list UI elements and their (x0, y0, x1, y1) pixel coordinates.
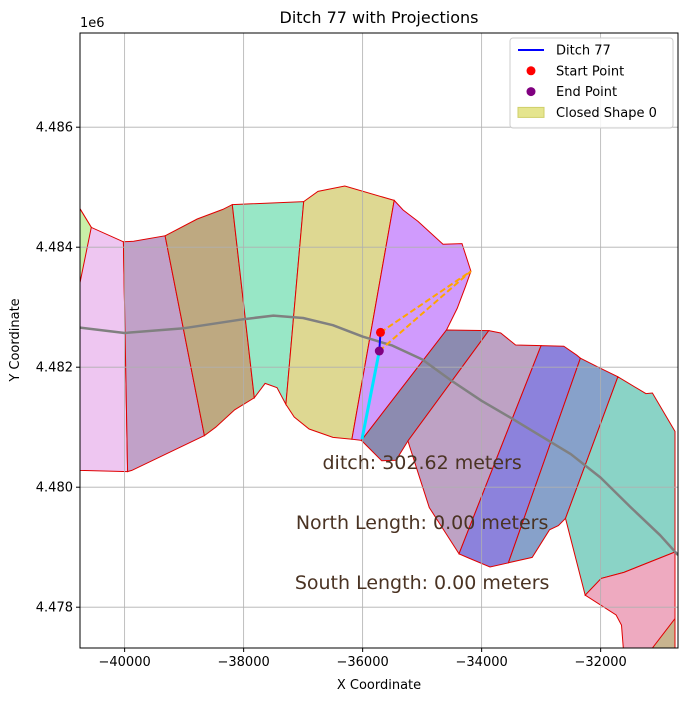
y-tick-label-2: 4.482 (36, 361, 73, 376)
closed-shape-12 (651, 617, 676, 648)
projection-orange-1 (378, 270, 472, 352)
annotation-1: North Length: 0.00 meters (296, 512, 549, 534)
centerline (80, 314, 678, 556)
legend-label-0: Ditch 77 (556, 44, 611, 59)
y-tick-label-1: 4.480 (36, 481, 73, 496)
x-tick-label-4: −32000 (575, 655, 627, 670)
projection-cyan (360, 350, 381, 440)
ticks-layer: −40000 −38000 −36000 −34000 −32000 4.478 4.480… (36, 121, 627, 670)
y-axis-label: Y Coordinate (8, 298, 23, 382)
legend: Ditch 77 Start Point End Point Closed Shape… (509, 37, 674, 129)
x-tick-label-1: −38000 (218, 655, 270, 670)
grid-layer (80, 33, 678, 648)
lines-layer (80, 270, 678, 556)
plot-frame (79, 32, 679, 649)
legend-swatch-3 (517, 106, 545, 118)
legend-label-3: Closed Shape 0 (556, 106, 657, 121)
annotation-0: ditch: 302.62 meters (322, 452, 521, 474)
y-tick-label-3: 4.484 (36, 241, 73, 256)
legend-box (509, 37, 674, 129)
closed-shape-5 (351, 199, 472, 441)
legend-swatch-1 (526, 66, 536, 76)
x-tick-label-3: −34000 (456, 655, 508, 670)
x-tick-label-0: −40000 (99, 655, 151, 670)
projection-orange-0 (379, 270, 472, 334)
end-point (374, 346, 384, 356)
closed-shape-9 (507, 357, 619, 564)
closed-shape-7 (407, 330, 542, 555)
y-tick-label-0: 4.478 (36, 601, 73, 616)
legend-label-2: End Point (556, 85, 617, 100)
closed-shape-11 (584, 551, 676, 648)
shapes-layer (80, 185, 676, 648)
y-offset-label: 1e6 (80, 16, 105, 31)
closed-shape-corner (80, 207, 92, 283)
legend-swatch-2 (526, 87, 536, 97)
y-tick-label-4: 4.486 (36, 121, 73, 136)
closed-shape-4 (285, 185, 395, 440)
x-tick-label-2: −36000 (337, 655, 389, 670)
annotation-2: South Length: 0.00 meters (295, 572, 550, 594)
chart-title: Ditch 77 with Projections (280, 8, 479, 27)
annotations-layer: ditch: 302.62 meters North Length: 0.00 m… (295, 452, 550, 594)
legend-label-1: Start Point (556, 64, 624, 79)
start-point (375, 327, 385, 337)
x-axis-label: X Coordinate (337, 678, 421, 693)
